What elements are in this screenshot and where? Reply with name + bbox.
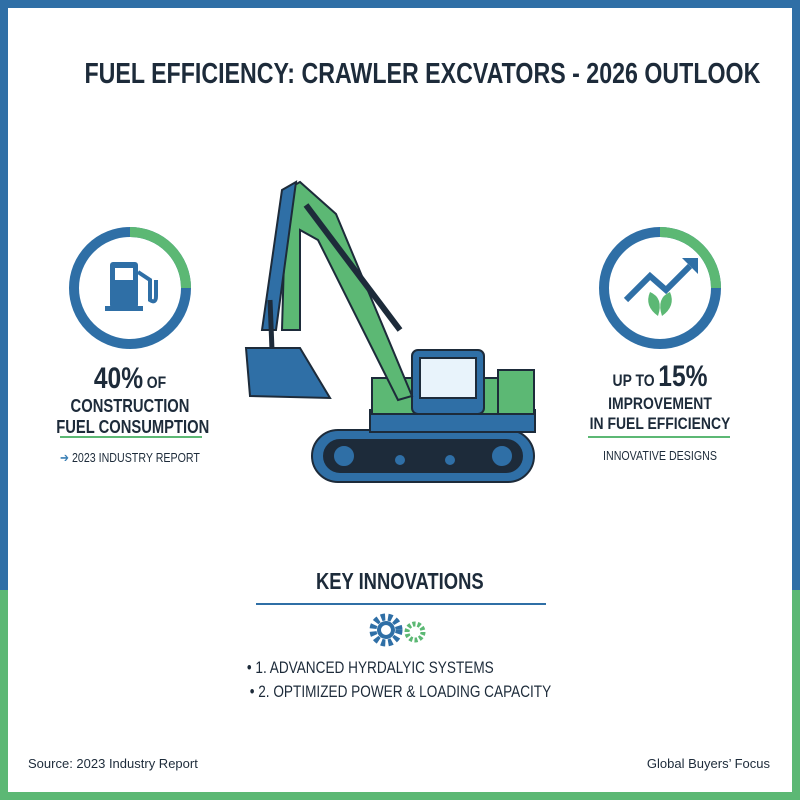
stat-line: FUEL CONSUMPTION [56,417,210,437]
stat-figure: 15% [658,360,708,393]
stat-figure: 40% [93,362,144,395]
stat-line: CONSTRUCTION [70,396,190,416]
frame-top [0,0,800,8]
stat-source: 2023 INDUSTRY REPORT [56,450,204,466]
frame-left-top [0,0,8,590]
stat-line: IMPROVEMENT [608,394,712,413]
innovation-item: 2. OPTIMIZED POWER & LOADING CAPACITY [249,682,551,702]
stat-line: IN FUEL EFFICIENCY [589,414,731,433]
stat-prefix: UP TO [612,371,655,390]
trend-icon [623,263,693,303]
frame-left-bottom [0,590,8,800]
stat-note: INNOVATIVE DESIGNS [603,448,717,463]
title-wrap: FUEL EFFICIENCY: CRAWLER EXCVATORS - 202… [0,58,800,91]
footer-source: Source: 2023 Industry Report [28,756,198,771]
innovation-item: 1. ADVANCED HYRDALYIC SYSTEMS [247,658,493,678]
item-wrap: 1. ADVANCED HYRDALYIC SYSTEMS [0,658,770,678]
footer-brand: Global Buyers’ Focus [646,756,770,771]
title: FUEL EFFICIENCY: CRAWLER EXCVATORS - 202… [84,58,761,90]
gear-icon [369,613,403,647]
pump-hose [136,270,158,304]
ring-accent [129,227,191,289]
ring-accent [659,227,721,289]
leaf-icon [648,292,672,316]
excavator [244,180,536,483]
frame-bottom [0,792,800,800]
heading-wrap: KEY INNOVATIONS [0,568,800,595]
right-stat: UP TO 15% IMPROVEMENT IN FUEL EFFICIENCY… [570,360,750,463]
pump-base [105,306,143,311]
item-wrap: 2. OPTIMIZED POWER & LOADING CAPACITY [0,682,800,702]
stat-suffix: OF [146,373,167,392]
frame-right-bottom [792,590,800,800]
frame-right-top [792,0,800,590]
gear-icon [404,621,426,643]
trend-arrow [682,258,698,274]
gear-icon [377,621,395,639]
innovations-heading: KEY INNOVATIONS [316,568,484,594]
left-stat: 40% OF CONSTRUCTION FUEL CONSUMPTION 202… [40,362,220,466]
pump-window [115,268,133,280]
